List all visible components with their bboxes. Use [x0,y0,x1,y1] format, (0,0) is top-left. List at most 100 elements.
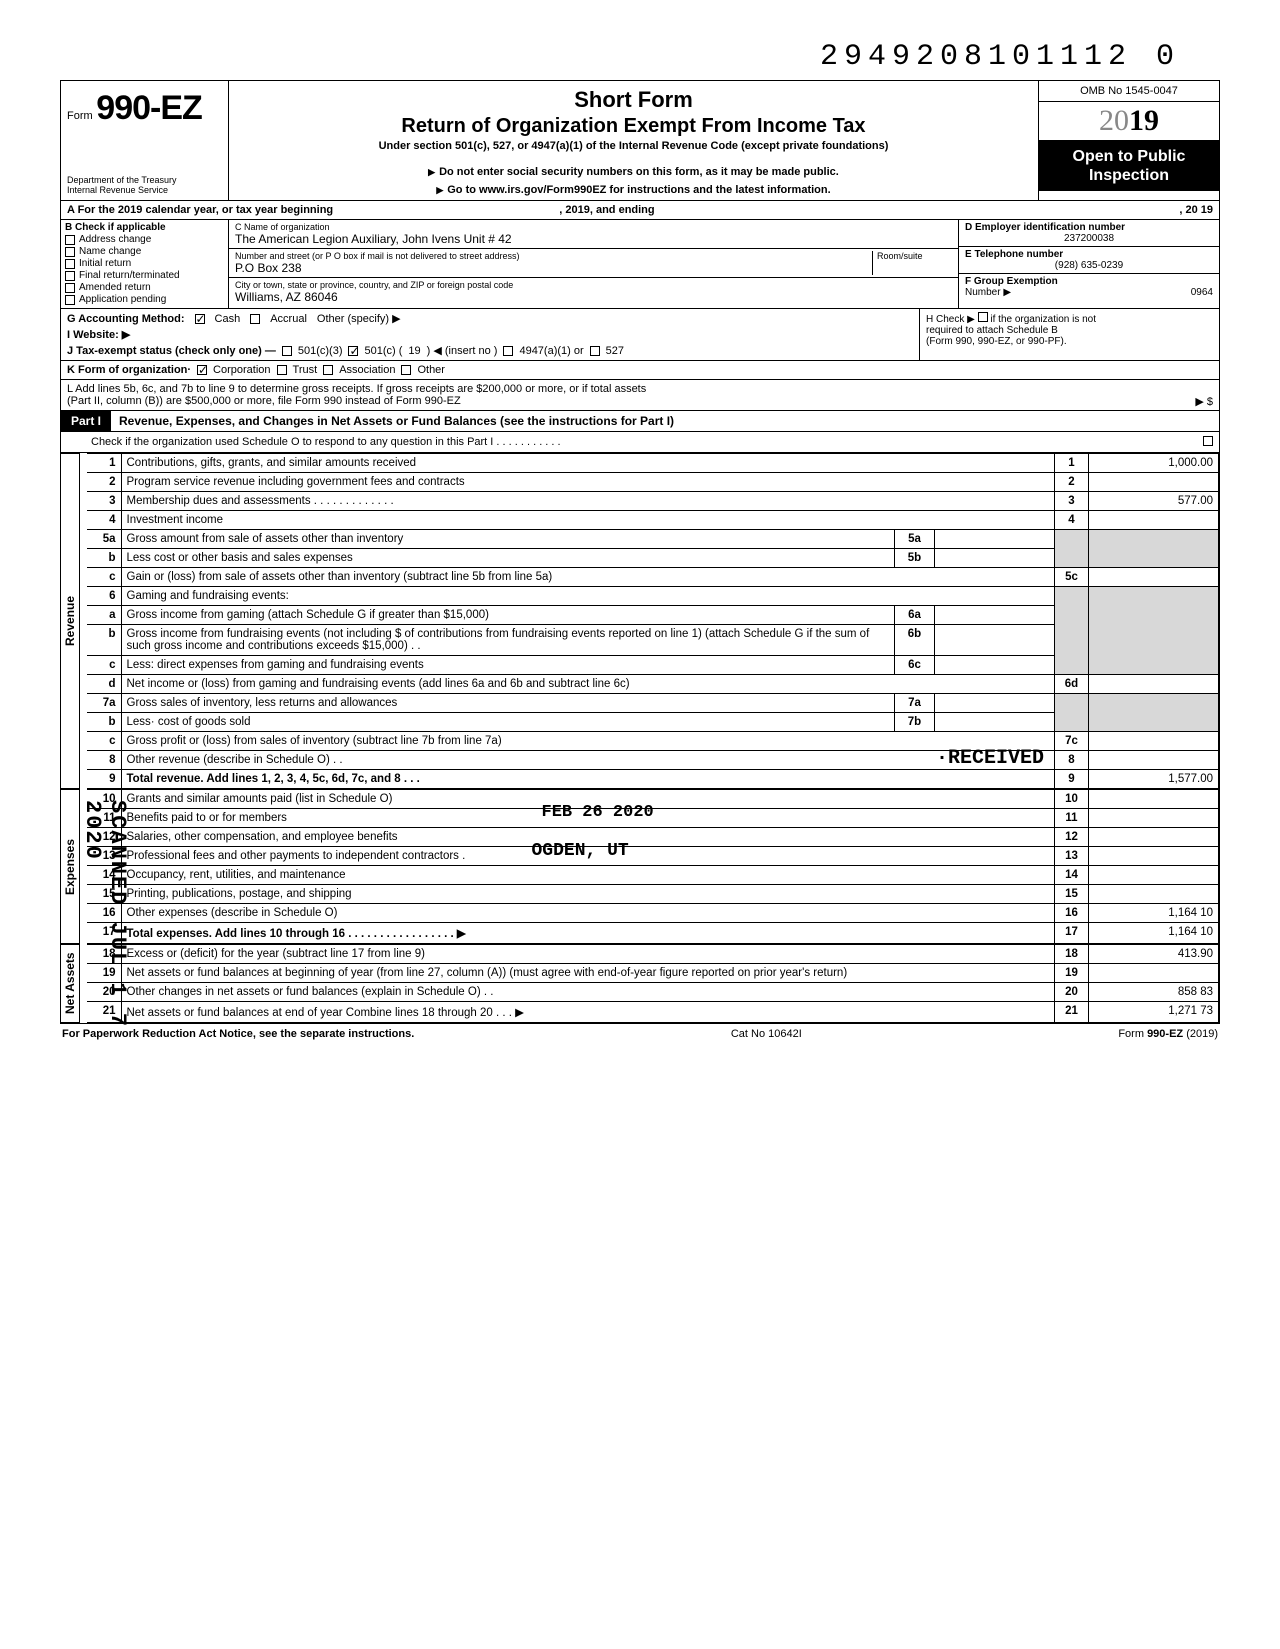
street-value: P.O Box 238 [235,261,872,275]
form-prefix: Form [67,110,93,122]
line-3: 3Membership dues and assessments . . . .… [87,492,1219,511]
row-gh: G Accounting Method: Cash Accrual Other … [61,309,1219,361]
line-8-desc: Other revenue (describe in Schedule O) .… [127,754,343,766]
row-a-begin: A For the 2019 calendar year, or tax yea… [67,204,333,216]
line-19: 19Net assets or fund balances at beginni… [87,964,1219,983]
return-title: Return of Organization Exempt From Incom… [239,115,1028,138]
city-label: City or town, state or province, country… [235,280,952,290]
side-revenue: Revenue [61,453,80,789]
line-7b: bLess· cost of goods sold7b [87,713,1219,732]
ck-4947[interactable] [503,346,513,356]
ck-accrual[interactable] [250,314,260,324]
ogden-stamp: OGDEN, UT [532,841,629,861]
footer: For Paperwork Reduction Act Notice, see … [60,1024,1220,1040]
ck-name-change[interactable]: Name change [65,246,224,257]
street-label: Number and street (or P O box if mail is… [235,251,872,261]
line-7c: cGross profit or (loss) from sales of in… [87,732,1219,751]
ein-label: D Employer identification number [965,222,1213,233]
4947-label: 4947(a)(1) or [519,345,583,357]
part1-title: Revenue, Expenses, and Changes in Net As… [119,414,674,428]
accrual-label: Accrual [270,313,307,325]
tax-year: 2019 [1039,102,1219,141]
ck-501c3[interactable] [282,346,292,356]
goto-note: Go to www.irs.gov/Form990EZ for instruct… [239,184,1028,196]
line-6c: cLess: direct expenses from gaming and f… [87,656,1219,675]
line-13-desc: Professional fees and other payments to … [127,850,466,862]
ck-corporation[interactable] [197,365,207,375]
footer-mid: Cat No 10642I [731,1028,802,1040]
meta-grid: B Check if applicable Address change Nam… [61,220,1219,309]
ck-schedule-b[interactable] [978,312,988,322]
ck-lbl-4: Amended return [79,282,151,293]
open-line1: Open to Public [1043,147,1215,166]
phone-value: (928) 635-0239 [965,260,1213,271]
ck-527[interactable] [590,346,600,356]
line-18: 18Excess or (deficit) for the year (subt… [87,945,1219,964]
h-text3: required to attach Schedule B [926,325,1058,336]
side-netassets: Net Assets [61,944,80,1023]
h-check-label: H Check ▶ [926,314,975,325]
ck-application-pending[interactable]: Application pending [65,294,224,305]
line-1: 1Contributions, gifts, grants, and simil… [87,454,1219,473]
col-b-title: B Check if applicable [65,222,224,233]
501c-num: 19 [408,345,420,357]
room-label: Room/suite [877,251,952,261]
l-line1: L Add lines 5b, 6c, and 7b to line 9 to … [67,383,1213,395]
cash-label: Cash [215,313,241,325]
ck-amended-return[interactable]: Amended return [65,282,224,293]
ck-lbl-5: Application pending [79,294,166,305]
line-11-desc: Benefits paid to or for members [127,812,287,824]
line-13: 13 Professional fees and other payments … [87,847,1219,866]
line-11: 11 Benefits paid to or for members FEB 2… [87,809,1219,828]
revenue-table: 1Contributions, gifts, grants, and simil… [87,453,1219,789]
501c-insert: ) ◀ (insert no ) [427,344,498,357]
ein-value: 237200038 [965,233,1213,244]
ck-lbl-1: Name change [79,246,141,257]
header-right: OMB No 1545-0047 2019 Open to Public Ins… [1039,81,1219,200]
ck-initial-return[interactable]: Initial return [65,258,224,269]
ck-address-change[interactable]: Address change [65,234,224,245]
line-20: 20Other changes in net assets or fund ba… [87,983,1219,1002]
ck-association[interactable] [323,365,333,375]
k-label: K Form of organization· [67,364,191,376]
line-17-desc: Total expenses. Add lines 10 through 16 … [127,928,466,940]
year-bold: 19 [1129,104,1159,137]
ck-501c[interactable] [348,346,358,356]
website-label: I Website: ▶ [67,329,130,341]
h-text4: (Form 990, 990-EZ, or 990-PF). [926,336,1067,347]
ck-final-return[interactable]: Final return/terminated [65,270,224,281]
dept-treasury: Department of the Treasury Internal Reve… [67,176,222,196]
scanned-stamp: SCANNED JUL 1 7 2020 [80,800,130,1040]
year-outline: 20 [1099,104,1129,137]
header-mid: Short Form Return of Organization Exempt… [229,81,1039,200]
side-expenses: Expenses [61,789,80,944]
dln-number: 2949208101112 0 [60,40,1220,74]
line-5b: bLess cost or other basis and sales expe… [87,549,1219,568]
j-label: J Tax-exempt status (check only one) — [67,345,276,357]
assoc-label: Association [339,364,395,376]
expenses-section: Expenses 10 Grants and similar amounts p… [61,789,1219,944]
form-number: 990-EZ [96,89,202,127]
name-label: C Name of organization [235,222,952,232]
527-label: 527 [606,345,624,357]
net-assets-table: 18Excess or (deficit) for the year (subt… [87,944,1219,1023]
other-org-label: Other [417,364,445,376]
ck-lbl-3: Final return/terminated [79,270,180,281]
line-4: 4Investment income4 [87,511,1219,530]
city-value: Williams, AZ 86046 [235,290,952,304]
l-arrow: ▶ $ [1195,395,1213,408]
line-7a: 7aGross sales of inventory, less returns… [87,694,1219,713]
line-9: 9Total revenue. Add lines 1, 2, 3, 4, 5c… [87,770,1219,789]
line-12: 12Salaries, other compensation, and empl… [87,828,1219,847]
org-name: The American Legion Auxiliary, John Iven… [235,232,952,246]
ck-trust[interactable] [277,365,287,375]
ck-cash[interactable] [195,314,205,324]
line-5c: cGain or (loss) from sale of assets othe… [87,568,1219,587]
ck-other-org[interactable] [401,365,411,375]
received-stamp: ·RECEIVED [936,747,1044,770]
line-6b: bGross income from fundraising events (n… [87,625,1219,656]
line-10-desc: Grants and similar amounts paid (list in… [127,793,393,805]
col-c-org-info: C Name of organization The American Legi… [229,220,959,308]
line-17: 17Total expenses. Add lines 10 through 1… [87,923,1219,944]
ck-schedule-o[interactable] [1203,436,1213,446]
